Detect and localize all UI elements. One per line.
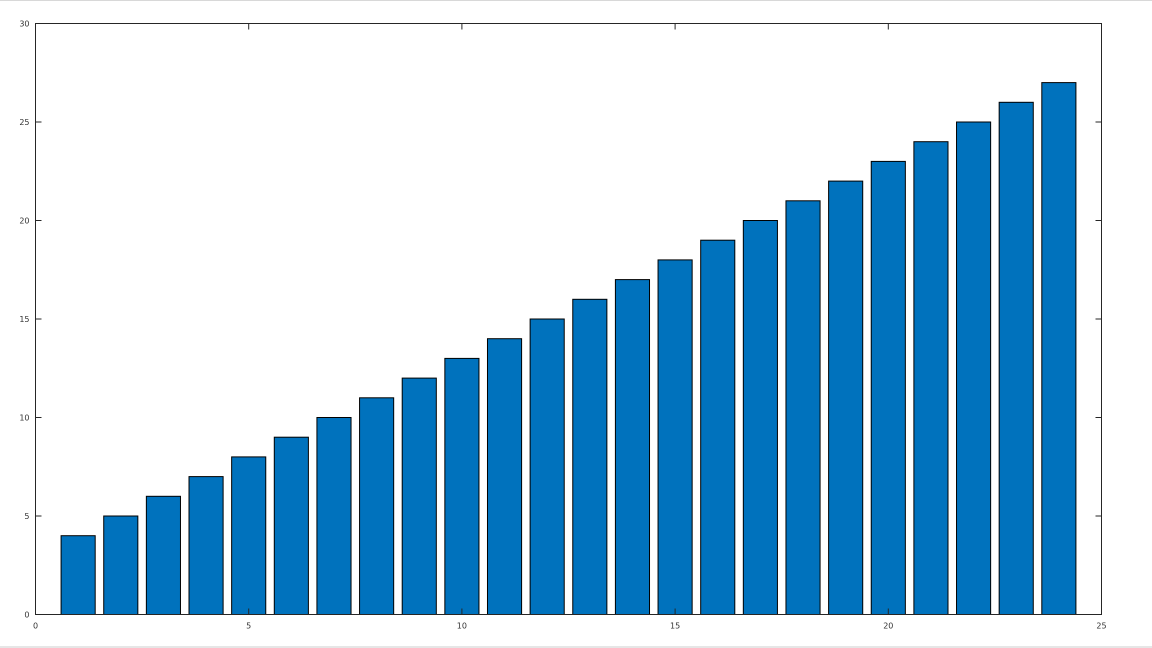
bar [60, 535, 96, 616]
y-tick-label: 15 [19, 315, 29, 324]
bar [273, 436, 309, 616]
bar [231, 456, 267, 615]
ticks-group: 0 5 10 15 20 25 0 5 10 15 20 25 30 [19, 20, 1106, 631]
x-tick-label: 10 [457, 622, 467, 631]
bar [657, 259, 693, 615]
bar [188, 476, 224, 615]
x-tick-label: 20 [883, 622, 893, 631]
bar [998, 101, 1034, 616]
bar [529, 318, 565, 615]
window-bottom-border [0, 646, 1152, 648]
bar [316, 417, 352, 615]
bar [103, 515, 139, 615]
y-tick-label: 30 [19, 20, 29, 29]
x-tick-label: 15 [670, 622, 680, 631]
bar [870, 160, 906, 615]
bar [913, 141, 949, 615]
bar [359, 397, 395, 615]
y-tick-label: 0 [24, 611, 29, 620]
bar [828, 180, 864, 615]
y-tick-label: 10 [19, 414, 29, 423]
x-tick-label: 5 [246, 622, 251, 631]
x-tick-label: 0 [33, 622, 38, 631]
bar [742, 220, 778, 615]
bar [956, 121, 992, 615]
bar [614, 279, 651, 615]
bar [486, 338, 523, 615]
x-tick-label: 25 [1096, 622, 1106, 631]
y-tick-label: 5 [24, 512, 29, 521]
bar [785, 200, 821, 616]
bar [700, 239, 736, 615]
y-tick-label: 25 [19, 118, 29, 127]
bar [145, 495, 181, 615]
bar [572, 298, 608, 615]
y-tick-label: 20 [19, 217, 29, 226]
bar [401, 377, 437, 615]
bar [444, 357, 480, 615]
bar [1041, 82, 1077, 616]
window-top-border [0, 0, 1152, 1]
bars-group [60, 82, 1077, 616]
